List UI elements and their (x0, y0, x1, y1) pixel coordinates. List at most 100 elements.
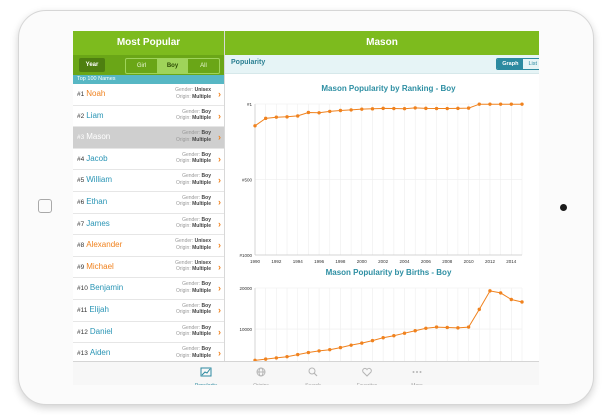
name-row[interactable]: #5 William Gender: Boy Origin: Multiple › (73, 170, 224, 192)
data-point (274, 115, 279, 119)
gender-value: Boy (201, 108, 211, 115)
name-meta: Gender: Boy Origin: Multiple (176, 173, 211, 186)
list-toggle[interactable]: List (528, 61, 537, 67)
rank-label: #10 (77, 285, 88, 293)
camera-dot (560, 204, 567, 211)
gender-tab-boy[interactable]: Boy (157, 59, 188, 73)
x-tick-label: 2004 (400, 259, 411, 264)
chevron-right-icon: › (218, 89, 221, 99)
name-text: Benjamin (89, 283, 124, 293)
data-point (498, 102, 503, 106)
name-meta: Gender: Boy Origin: Multiple (176, 325, 211, 338)
name-text: James (86, 218, 110, 228)
gender-label: Gender: (182, 324, 201, 331)
origin-label: Origin: (175, 266, 191, 273)
data-point (296, 114, 300, 118)
rank-label: #13 (77, 350, 88, 358)
data-point (520, 102, 524, 106)
chevron-right-icon: › (218, 326, 221, 337)
year-button[interactable]: Year (79, 58, 105, 72)
origin-label: Origin: (175, 331, 191, 338)
data-point (306, 350, 311, 355)
tab-search[interactable]: Search (293, 364, 333, 385)
gender-filter: Girl Boy All (125, 58, 220, 74)
gender-value: Boy (201, 216, 211, 223)
name-row[interactable]: #2 Liam Gender: Boy Origin: Multiple › (73, 106, 224, 128)
series-line (254, 103, 522, 127)
data-point (477, 307, 481, 312)
data-point (274, 356, 279, 360)
name-row[interactable]: #10 Benjamin Gender: Boy Origin: Multiple › (73, 278, 224, 300)
name-row[interactable]: #8 Alexander Gender: Unisex Origin: Multipl… (73, 235, 224, 257)
chevron-right-icon: › (218, 132, 221, 143)
tab-favorites[interactable]: Favorites (347, 364, 387, 385)
gender-value: Boy (201, 281, 211, 288)
name-label: #8 Alexander (77, 240, 122, 249)
tab-popularity[interactable]: Popularity (186, 364, 226, 385)
data-point (413, 329, 417, 333)
name-text: William (86, 175, 113, 185)
x-tick-label: 1998 (335, 259, 346, 264)
data-point (370, 338, 375, 343)
data-point (434, 106, 439, 111)
gender-label: Gender: (182, 194, 201, 201)
name-row[interactable]: #7 James Gender: Boy Origin: Multiple › (73, 214, 224, 236)
name-meta: Gender: Boy Origin: Multiple (176, 303, 211, 316)
gender-value: Boy (201, 346, 211, 353)
name-label: #12 Daniel (77, 327, 113, 336)
graph-toggle[interactable]: Graph (497, 59, 524, 69)
data-point (413, 106, 417, 110)
chevron-right-icon: › (218, 218, 221, 229)
home-button[interactable] (38, 199, 52, 213)
gender-label: Gender: (175, 238, 194, 245)
tab-more[interactable]: More (397, 364, 437, 385)
data-point (466, 106, 471, 110)
name-label: #9 Michael (77, 262, 114, 271)
name-meta: Gender: Boy Origin: Multiple (176, 195, 211, 208)
data-point (445, 106, 449, 111)
chevron-right-icon: › (218, 283, 221, 294)
gender-tab-girl[interactable]: Girl (136, 63, 147, 69)
data-point (296, 352, 300, 357)
origin-label: Origin: (175, 115, 191, 122)
gender-value: Boy (201, 194, 211, 201)
name-label: #11 Elijah (77, 305, 109, 314)
gender-tab-all[interactable]: All (200, 63, 207, 69)
name-label: #5 William (77, 175, 112, 184)
origin-value: Multiple (192, 179, 211, 186)
gender-label: Gender: (182, 302, 201, 309)
name-row[interactable]: #9 Michael Gender: Unisex Origin: Multiple › (73, 257, 224, 279)
name-meta: Gender: Boy Origin: Multiple (176, 152, 211, 165)
gender-value: Unisex (194, 238, 211, 245)
name-row[interactable]: #1 Noah Gender: Unisex Origin: Multiple › (73, 84, 224, 106)
data-point (263, 116, 268, 121)
gender-label: Gender: (182, 173, 201, 180)
tab-origins[interactable]: Origins (241, 364, 281, 385)
data-point (328, 109, 332, 114)
name-text: Daniel (89, 326, 113, 336)
rank-label: #7 (77, 220, 85, 228)
origin-label: Origin: (175, 287, 191, 294)
data-point (402, 106, 407, 111)
tab-label: Popularity (186, 383, 226, 385)
name-row[interactable]: #11 Elijah Gender: Boy Origin: Multiple › (73, 300, 224, 322)
tab-label: More (397, 383, 437, 385)
name-row[interactable]: #6 Ethan Gender: Boy Origin: Multiple › (73, 192, 224, 214)
names-pane: Most Popular Year Girl Boy All Top 100 N… (73, 31, 225, 365)
name-text: Aiden (89, 348, 111, 358)
origin-label: Origin: (175, 244, 191, 251)
name-row[interactable]: #4 Jacob Gender: Boy Origin: Multiple › (73, 149, 224, 171)
name-list: #1 Noah Gender: Unisex Origin: Multiple › #2 L… (73, 84, 224, 365)
chart-title: Mason Popularity by Births - Boy (326, 268, 452, 277)
tab-label: Favorites (347, 383, 387, 385)
name-row[interactable]: #12 Daniel Gender: Boy Origin: Multiple › (73, 322, 224, 344)
name-meta: Gender: Unisex Origin: Multiple (175, 260, 211, 273)
rank-label: #5 (77, 177, 85, 185)
gender-value: Boy (201, 302, 211, 309)
data-point (306, 110, 311, 115)
data-point (253, 124, 257, 128)
name-row[interactable]: #3 Mason Gender: Boy Origin: Multiple › (73, 127, 224, 149)
origin-value: Multiple (192, 158, 211, 165)
origin-label: Origin: (175, 136, 191, 143)
name-label: #2 Liam (77, 111, 104, 120)
